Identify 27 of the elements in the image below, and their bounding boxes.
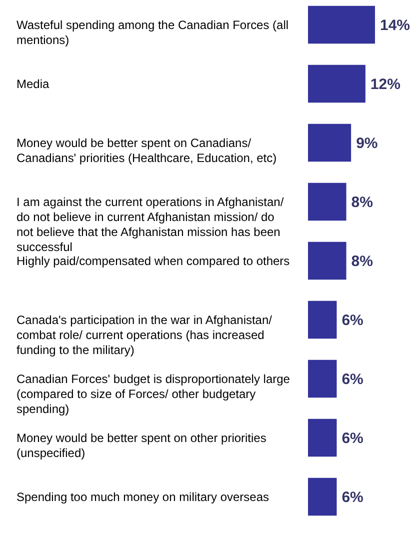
y-tick-label: Wasteful spending among the Canadian Forces (all mentions) [16, 18, 289, 47]
data-label: 6% [342, 430, 364, 447]
y-tick-label: Money would be better spent on other priorities (unspecified) [16, 430, 266, 460]
y-tick-label: Canadian Forces' budget is disproportionately large (compared to size of Forces/ other budgetary spending) [16, 372, 290, 416]
y-tick-label: Spending too much money on military overseas [16, 490, 269, 504]
y-tick-label: I am against the current operations in Afghanistan/ do not believe in current Afghanistan mission/ do not believe that the Afghanistan mission has been successful [16, 194, 284, 254]
y-tick-label: Highly paid/compensated when compared to others [16, 254, 290, 268]
data-label: 9% [356, 134, 378, 152]
data-label: 14% [380, 16, 410, 34]
bar [308, 6, 375, 44]
bar [308, 418, 337, 457]
bar [308, 182, 346, 221]
data-label: 6% [342, 488, 364, 506]
data-label: 6% [342, 312, 364, 329]
data-label: 8% [351, 194, 373, 211]
bar [308, 64, 366, 103]
data-label: 12% [370, 76, 400, 93]
data-label: 8% [351, 252, 373, 270]
y-tick-label: Media [16, 76, 50, 91]
bar [308, 242, 346, 280]
bar [308, 300, 337, 339]
data-label: 6% [342, 370, 364, 388]
bar [308, 124, 352, 162]
y-tick-label: Money would be better spent on Canadians/ Canadians' priorities (Healthcare, Education, etc) [16, 136, 277, 165]
bar [308, 360, 337, 398]
bar [308, 478, 337, 516]
y-tick-label: Canada's participation in the war in Afghanistan/ combat role/ current operations (has increased funding to the military) [16, 312, 273, 357]
